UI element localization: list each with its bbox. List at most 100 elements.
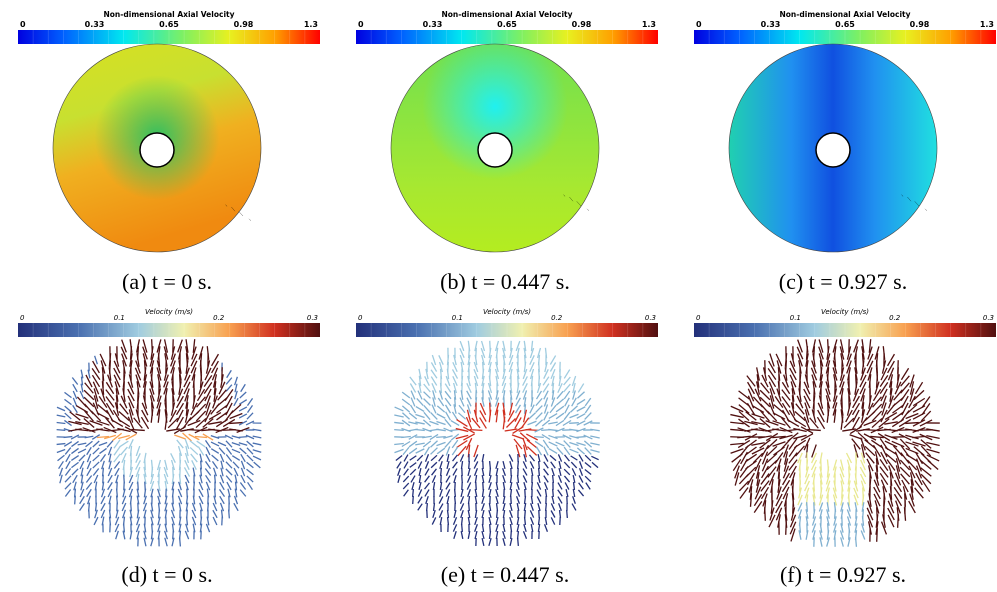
- velocity-arrow: [783, 493, 789, 507]
- velocity-arrow: [229, 412, 243, 420]
- velocity-arrow: [205, 474, 211, 484]
- velocity-arrow: [204, 461, 212, 469]
- velocity-arrow: [875, 465, 879, 479]
- velocity-arrow: [190, 453, 198, 463]
- velocity-arrow: [860, 530, 866, 540]
- velocity-arrow: [892, 445, 904, 457]
- velocity-arrow: [432, 509, 436, 519]
- velocity-arrow: [415, 442, 425, 446]
- velocity-arrow: [129, 466, 133, 478]
- velocity-arrow: [557, 496, 563, 504]
- velocity-arrow: [908, 500, 916, 514]
- velocity-arrow: [797, 509, 803, 519]
- colorbar-tick: 1.3: [980, 20, 994, 29]
- velocity-arrow: [64, 447, 72, 455]
- velocity-arrow: [231, 448, 241, 454]
- velocity-arrow: [555, 427, 565, 433]
- velocity-arrow: [150, 346, 154, 360]
- velocity-arrow: [212, 509, 218, 519]
- velocity-arrow: [396, 461, 402, 469]
- velocity-arrow: [74, 495, 76, 505]
- velocity-arrow: [548, 441, 558, 447]
- velocity-arrow: [874, 451, 880, 465]
- velocity-arrow: [444, 404, 452, 414]
- velocity-arrow: [423, 446, 431, 456]
- velocity-arrow: [135, 460, 141, 470]
- velocity-arrow: [748, 479, 754, 493]
- velocity-arrow: [164, 537, 168, 547]
- velocity-arrow: [819, 367, 823, 381]
- velocity-arrow: [514, 417, 522, 429]
- velocity-arrow: [216, 404, 228, 414]
- velocity-arrow: [134, 367, 142, 381]
- velocity-arrow: [473, 444, 479, 458]
- velocity-arrow: [870, 426, 884, 434]
- velocity-arrow: [804, 402, 810, 416]
- colorbar-tick: 0.1: [114, 314, 125, 322]
- velocity-arrow: [113, 367, 121, 381]
- velocity-arrow: [444, 397, 452, 407]
- velocity-arrow: [246, 468, 254, 476]
- velocity-arrow: [502, 347, 506, 359]
- velocity-arrow: [534, 435, 544, 439]
- colorbar-tick: 0.65: [835, 20, 855, 29]
- velocity-arrow: [129, 459, 133, 471]
- velocity-arrow: [409, 404, 417, 414]
- velocity-arrow: [120, 346, 128, 360]
- velocity-arrow: [410, 475, 416, 483]
- velocity-arrow: [563, 411, 571, 421]
- velocity-arrow: [772, 420, 786, 426]
- velocity-arrow: [234, 481, 238, 491]
- velocity-arrow: [839, 381, 845, 395]
- velocity-arrow: [451, 446, 459, 456]
- velocity-arrow: [467, 354, 471, 366]
- velocity-arrow: [751, 428, 765, 432]
- velocity-arrow: [833, 466, 837, 478]
- velocity-arrow: [238, 442, 248, 446]
- velocity-arrow: [467, 516, 471, 526]
- velocity-arrow: [128, 481, 134, 491]
- velocity-arrow: [558, 503, 562, 511]
- velocity-arrow: [121, 452, 127, 464]
- velocity-arrow: [502, 340, 506, 352]
- velocity-arrow: [522, 461, 528, 469]
- velocity-arrow: [432, 397, 436, 407]
- velocity-arrow: [431, 404, 437, 414]
- velocity-arrow: [825, 480, 831, 492]
- velocity-arrow: [114, 523, 120, 533]
- velocity-arrow: [84, 382, 94, 394]
- velocity-arrow: [819, 523, 823, 533]
- velocity-arrow: [150, 509, 154, 519]
- velocity-arrow: [799, 480, 801, 492]
- velocity-arrow: [773, 404, 785, 414]
- velocity-arrow: [791, 486, 795, 500]
- velocity-arrow: [789, 367, 797, 381]
- velocity-arrow: [205, 446, 211, 456]
- velocity-arrow: [537, 516, 541, 526]
- velocity-arrow: [253, 461, 261, 469]
- velocity-arrow: [129, 530, 133, 540]
- velocity-arrow: [105, 389, 115, 401]
- velocity-arrow: [488, 467, 492, 477]
- velocity-arrow: [436, 435, 446, 439]
- velocity-arrow: [157, 374, 161, 388]
- velocity-arrow: [131, 428, 145, 432]
- velocity-arrow: [590, 442, 600, 446]
- velocity-arrow: [804, 480, 810, 492]
- velocity-arrow: [100, 509, 106, 519]
- velocity-arrow: [537, 474, 541, 484]
- velocity-arrow: [108, 495, 112, 505]
- panel-caption: (a) t = 0 s.: [122, 269, 212, 294]
- velocity-arrow: [745, 446, 757, 456]
- velocity-arrow: [590, 449, 600, 453]
- velocity-arrow: [818, 502, 824, 512]
- velocity-arrow: [212, 395, 218, 409]
- velocity-arrow: [501, 468, 507, 476]
- velocity-arrow: [177, 495, 183, 505]
- velocity-arrow: [177, 346, 183, 360]
- velocity-arrow: [805, 346, 809, 360]
- velocity-arrow: [530, 495, 534, 505]
- velocity-arrow: [71, 447, 79, 455]
- velocity-arrow: [459, 347, 465, 359]
- velocity-arrow: [548, 447, 558, 455]
